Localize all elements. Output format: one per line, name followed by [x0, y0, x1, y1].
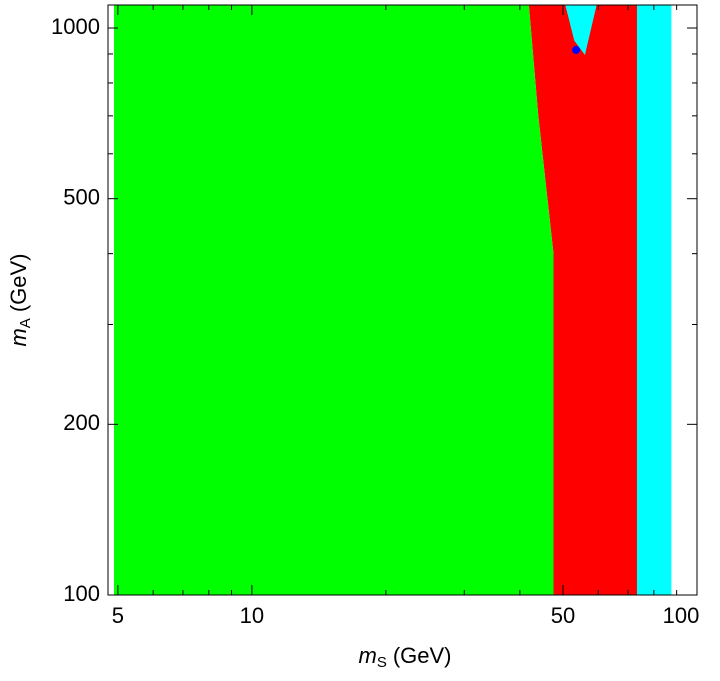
x-label-subscript: S: [377, 654, 387, 671]
point-region: [528, 5, 637, 595]
x-axis-label: mS (GeV): [358, 643, 451, 671]
x-label-symbol: m: [358, 643, 376, 668]
x-tick-label: 50: [551, 603, 575, 628]
y-tick-label: 1000: [51, 14, 100, 39]
y-tick-label: 100: [63, 581, 100, 606]
point-region: [114, 5, 554, 595]
y-tick-label: 200: [63, 410, 100, 435]
plot-frame: [107, 4, 698, 596]
x-label-unit: (GeV): [393, 643, 452, 668]
x-tick-label: 5: [112, 603, 124, 628]
y-label-subscript: A: [17, 318, 34, 328]
x-tick-label: 100: [663, 603, 700, 628]
x-tick-label: 10: [240, 603, 264, 628]
y-tick-label: 500: [63, 185, 100, 210]
y-axis-label: mA (GeV): [6, 253, 34, 346]
y-label-symbol: m: [6, 328, 31, 346]
data-point: [572, 45, 581, 54]
y-label-unit: (GeV): [6, 253, 31, 312]
